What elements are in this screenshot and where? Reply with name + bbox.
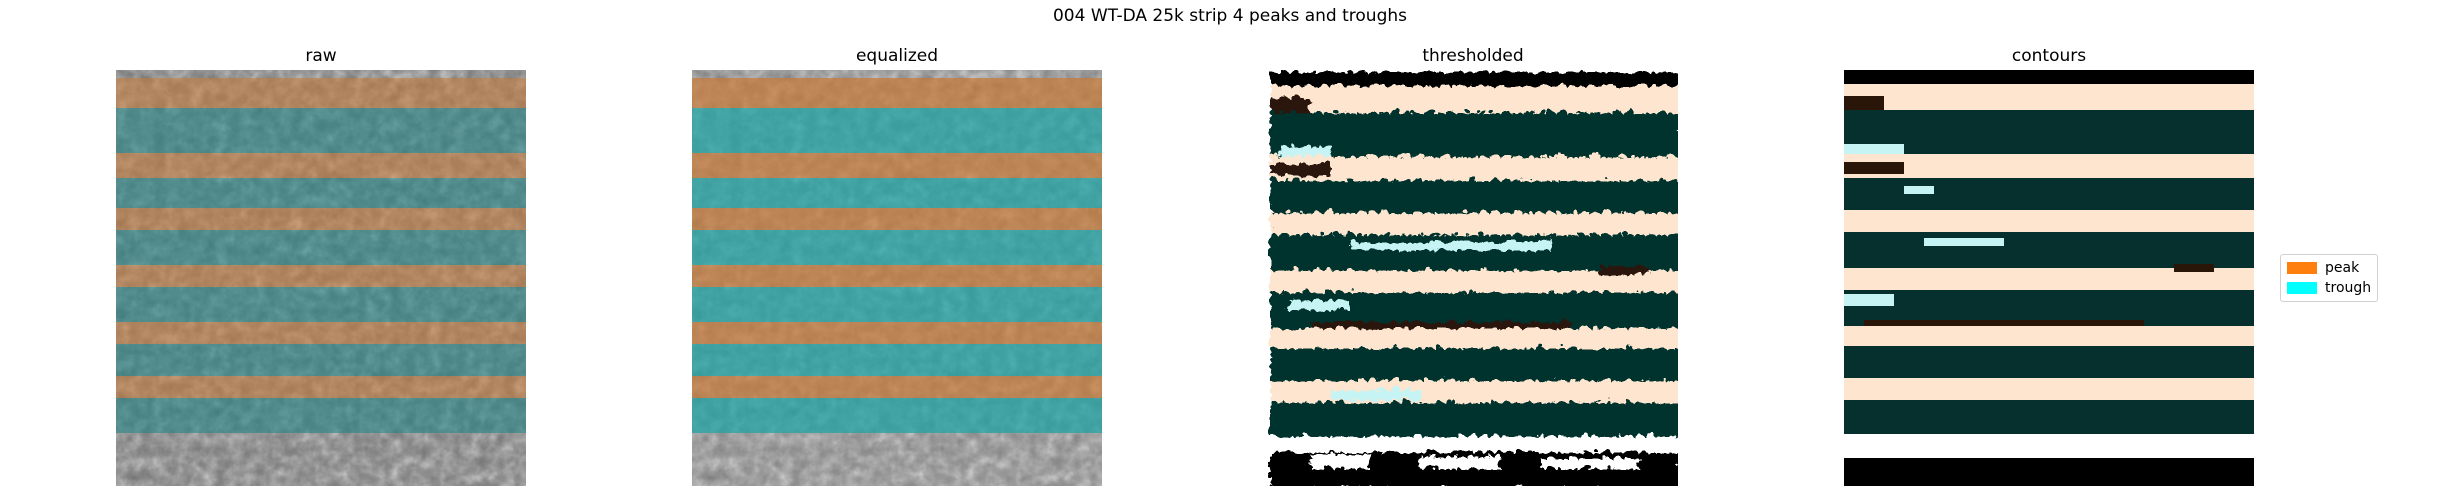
trough-band [116,178,526,208]
legend-label-trough: trough [2325,280,2372,296]
peak-band [692,265,1102,287]
trough-band [116,344,526,376]
peak-band [116,376,526,398]
trough-contour [1844,232,2254,268]
peak-region [1268,326,1678,346]
peak-band [692,78,1102,108]
trough-band [692,108,1102,153]
legend-swatch-trough [2287,282,2317,294]
peak-band [116,322,526,344]
panel-title-equalized: equalized [855,46,939,66]
legend-item-peak: peak [2287,259,2359,277]
panel-contours-image [1844,70,2254,486]
trough-band [116,398,526,433]
panel-title-thresholded: thresholded [1422,46,1524,66]
legend-item-trough: trough [2287,279,2371,297]
peak-band [692,208,1102,230]
peak-contour [1844,326,2254,346]
trough-band [692,230,1102,265]
trough-band [692,344,1102,376]
legend: peak trough [2280,254,2378,302]
peak-band [692,322,1102,344]
trough-band [116,287,526,322]
contours-image-svg [1844,70,2254,486]
trough-contour [1844,400,2254,434]
panel-equalized-image [692,70,1102,486]
peak-contour [1844,210,2254,232]
peak-band [116,78,526,108]
trough-contour [1844,110,2254,154]
panel-raw-image [116,70,526,486]
peak-region [1268,268,1678,290]
peak-region [1268,84,1678,110]
peak-band [692,153,1102,178]
peak-band [116,208,526,230]
peak-contour [1844,154,2254,178]
panel-title-raw: raw [305,46,337,66]
peak-contour [1844,268,2254,290]
trough-band [692,398,1102,433]
peak-band [116,153,526,178]
trough-region [1268,346,1678,378]
thresholded-image-svg [1268,70,1678,486]
trough-band [692,287,1102,322]
trough-region [1268,232,1678,268]
raw-image-svg [116,70,526,486]
peak-band [692,376,1102,398]
raw-overlay-bands [116,78,526,433]
peak-band [116,265,526,287]
peak-region [1268,210,1678,232]
peak-contour [1844,378,2254,400]
legend-swatch-peak [2287,262,2317,274]
peak-region [1268,154,1678,178]
equalized-overlay-bands [692,78,1102,433]
peak-contour [1844,84,2254,110]
trough-band [692,178,1102,208]
trough-region [1268,178,1678,210]
panel-title-contours: contours [2011,46,2087,66]
panel-thresholded-image [1268,70,1678,486]
trough-region [1268,400,1678,434]
trough-region [1268,110,1678,154]
trough-band [116,108,526,153]
legend-label-peak: peak [2325,260,2360,276]
equalized-image-svg [692,70,1102,486]
trough-band [116,230,526,265]
trough-contour [1844,346,2254,378]
figure-title: 004 WT-DA 25k strip 4 peaks and troughs [1052,6,1407,26]
